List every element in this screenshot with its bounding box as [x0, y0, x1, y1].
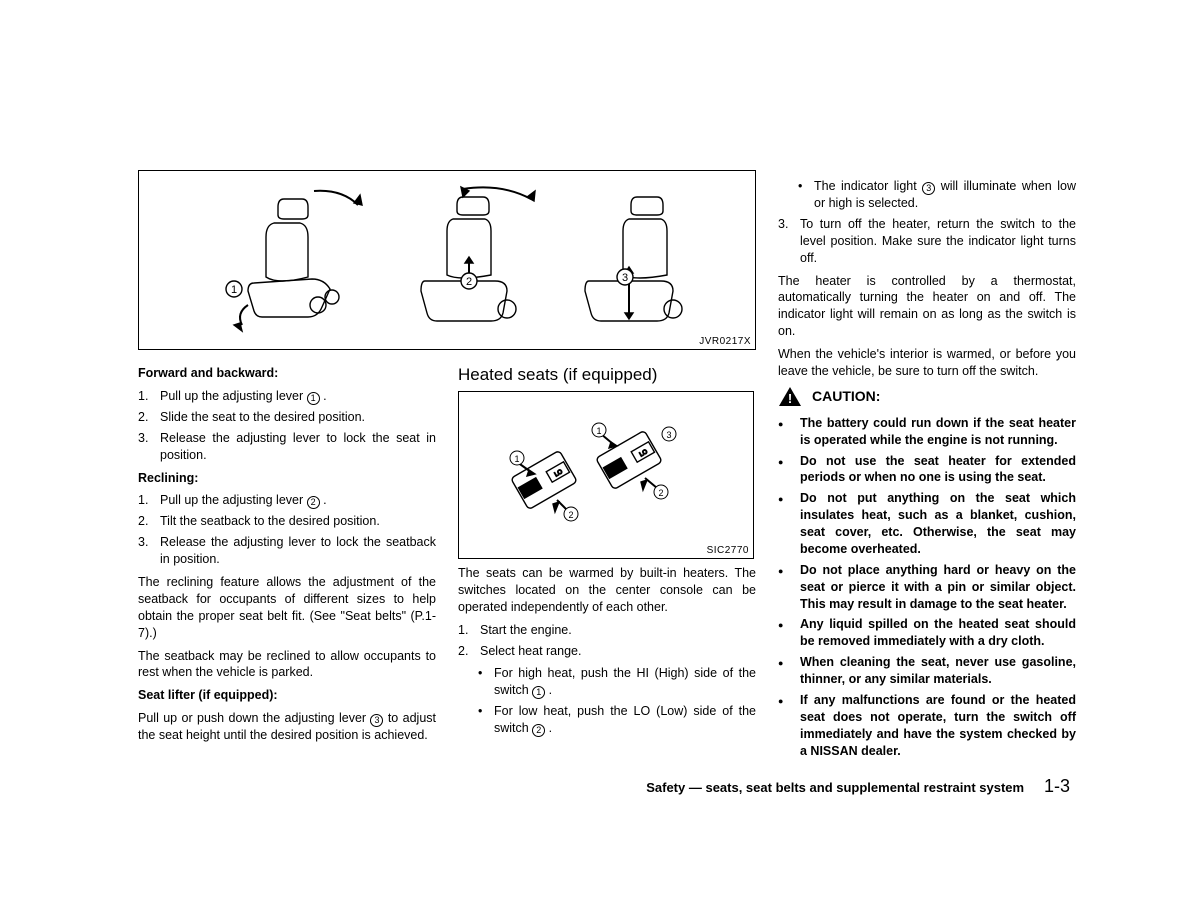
caution-label: CAUTION: — [812, 388, 880, 404]
figure2-label: SIC2770 — [707, 545, 749, 556]
callout-circle: 3 — [922, 182, 935, 195]
bullet-dot: ● — [778, 562, 800, 613]
para-heated-intro: The seats can be warmed by built-in heat… — [458, 565, 756, 616]
list-text: Select heat range. — [480, 643, 756, 660]
heated-substeps: • For high heat, push the HI (High) side… — [458, 665, 756, 737]
bullet-dot: ● — [778, 415, 800, 449]
callout-circle: 2 — [307, 496, 320, 509]
seat-illustration-1: 1 — [224, 185, 374, 335]
list-number: 2. — [458, 643, 480, 660]
sub-text: For low heat, push the LO (Low) side of … — [494, 703, 756, 737]
list-number: 3. — [138, 430, 160, 464]
list-number: 3. — [138, 534, 160, 568]
callout-circle: 2 — [532, 724, 545, 737]
callout-circle: 1 — [532, 686, 545, 699]
list-number: 3. — [778, 216, 800, 267]
para-seat-lifter: Pull up or push down the adjusting lever… — [138, 710, 436, 744]
list-text: Start the engine. — [480, 622, 756, 639]
list-text: Pull up the adjusting lever 2 . — [160, 492, 436, 509]
footer-section: Safety — seats, seat belts and supplemen… — [646, 780, 1024, 795]
heated-step3: 3. To turn off the heater, return the sw… — [778, 216, 1076, 267]
heading-seat-lifter: Seat lifter (if equipped): — [138, 687, 436, 704]
bullet-dot: ● — [778, 453, 800, 487]
list-text: Release the adjusting lever to lock the … — [160, 534, 436, 568]
svg-text:1: 1 — [514, 454, 519, 464]
svg-text:3: 3 — [666, 430, 671, 440]
figure1-label: JVR0217X — [699, 336, 751, 347]
para-turn-off: When the vehicle's interior is warmed, o… — [778, 346, 1076, 380]
caution-item: Do not put anything on the seat which in… — [800, 490, 1076, 558]
sub-text: The indicator light 3 will illuminate wh… — [814, 178, 1076, 212]
caution-item: Any liquid spilled on the heated seat sh… — [800, 616, 1076, 650]
seat-illustration-3: 3 — [569, 185, 719, 335]
forward-steps: 1. Pull up the adjusting lever 1 . 2. Sl… — [138, 388, 436, 464]
callout-circle: 1 — [307, 392, 320, 405]
heading-heated-seats: Heated seats (if equipped) — [458, 365, 756, 385]
caution-item: Do not use the seat heater for extended … — [800, 453, 1076, 487]
bullet-dot: • — [798, 178, 814, 212]
bullet-dot: • — [478, 665, 494, 699]
bullet-dot: ● — [778, 654, 800, 688]
heading-forward-backward: Forward and backward: — [138, 365, 436, 382]
list-text: To turn off the heater, return the switc… — [800, 216, 1076, 267]
list-text: Tilt the seatback to the desired positio… — [160, 513, 436, 530]
footer-page-number: 1-3 — [1044, 776, 1070, 796]
bullet-dot: ● — [778, 692, 800, 760]
figure-seat-adjustment: 1 2 — [138, 170, 756, 350]
list-text: Pull up the adjusting lever 1 . — [160, 388, 436, 405]
page-footer: Safety — seats, seat belts and supplemen… — [646, 776, 1070, 797]
svg-text:2: 2 — [568, 510, 573, 520]
para-thermostat: The heater is controlled by a thermostat… — [778, 273, 1076, 341]
para-rest: The seatback may be reclined to allow oc… — [138, 648, 436, 682]
callout-2: 2 — [466, 276, 472, 288]
caution-item: When cleaning the seat, never use gasoli… — [800, 654, 1076, 688]
caution-item: Do not place anything hard or heavy on t… — [800, 562, 1076, 613]
svg-text:2: 2 — [658, 488, 663, 498]
caution-header: ! CAUTION: — [778, 386, 1076, 407]
warning-icon: ! — [778, 386, 802, 407]
heading-reclining: Reclining: — [138, 470, 436, 487]
callout-circle: 3 — [370, 714, 383, 727]
caution-item: If any malfunctions are found or the hea… — [800, 692, 1076, 760]
list-text: Slide the seat to the desired position. — [160, 409, 436, 426]
callout-1: 1 — [231, 284, 237, 296]
reclining-steps: 1. Pull up the adjusting lever 2 . 2. Ti… — [138, 492, 436, 568]
caution-list: ●The battery could run down if the seat … — [778, 415, 1076, 760]
column-3: • The indicator light 3 will illuminate … — [778, 170, 1076, 763]
list-number: 1. — [458, 622, 480, 639]
para-reclining-feature: The reclining feature allows the adjustm… — [138, 574, 436, 642]
heated-steps: 1. Start the engine. 2. Select heat rang… — [458, 622, 756, 660]
list-number: 1. — [138, 492, 160, 509]
list-number: 2. — [138, 409, 160, 426]
bullet-dot: • — [478, 703, 494, 737]
caution-item: The battery could run down if the seat h… — [800, 415, 1076, 449]
svg-text:!: ! — [788, 391, 792, 406]
bullet-dot: ● — [778, 490, 800, 558]
page-content: Forward and backward: 1. Pull up the adj… — [0, 0, 1200, 823]
sub-text: For high heat, push the HI (High) side o… — [494, 665, 756, 699]
list-number: 1. — [138, 388, 160, 405]
svg-text:1: 1 — [596, 426, 601, 436]
indicator-substep: • The indicator light 3 will illuminate … — [778, 178, 1076, 212]
list-number: 2. — [138, 513, 160, 530]
figure-heated-seat-switch: HI LO HI LO — [458, 391, 754, 559]
bullet-dot: ● — [778, 616, 800, 650]
seat-illustration-2: 2 — [399, 185, 549, 335]
list-text: Release the adjusting lever to lock the … — [160, 430, 436, 464]
callout-3: 3 — [622, 272, 628, 284]
